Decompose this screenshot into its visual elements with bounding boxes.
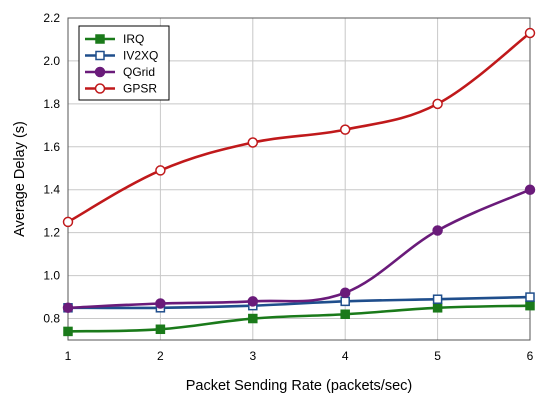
series-line-qgrid	[67, 188, 531, 310]
legend-label: IRQ	[123, 32, 144, 46]
y-tick-label: 1.2	[43, 226, 60, 240]
y-tick-label: 0.8	[43, 312, 60, 326]
y-axis-label: Average Delay (s)	[12, 121, 28, 237]
y-tick-label: 2.2	[43, 11, 60, 25]
data-point-irq	[432, 303, 443, 313]
data-point-qgrid	[155, 298, 166, 309]
legend-label: IV2XQ	[123, 49, 158, 63]
x-tick-label: 6	[527, 349, 534, 363]
data-point-qgrid	[339, 287, 351, 299]
y-tick-labels: 0.8 1.0 1.2 1.4 1.6 1.8 2.0 2.2	[43, 11, 60, 326]
series-line-iv2xq	[67, 295, 531, 310]
data-point-iv2xq	[525, 292, 535, 302]
data-point-gpsr	[62, 216, 74, 228]
y-tick-label: 1.8	[43, 97, 60, 111]
series-qgrid	[62, 184, 536, 314]
x-tick-label: 1	[65, 349, 72, 363]
data-point-gpsr	[247, 137, 259, 148]
series-irq	[63, 300, 535, 337]
data-point-irq	[340, 309, 350, 319]
legend-swatch-marker	[94, 66, 106, 78]
series-line-irq	[67, 304, 531, 333]
data-point-gpsr	[432, 98, 443, 110]
y-tick-label: 2.0	[43, 54, 60, 68]
data-point-iv2xq	[432, 294, 443, 304]
x-tick-label: 4	[342, 349, 349, 363]
plot-area-frame	[67, 17, 531, 341]
y-tick-label: 1.4	[43, 183, 60, 197]
data-point-iv2xq	[340, 296, 350, 307]
series-layer	[62, 27, 536, 337]
data-point-irq	[63, 326, 73, 337]
data-point-qgrid	[247, 296, 259, 307]
data-point-gpsr	[339, 124, 351, 135]
data-point-gpsr	[524, 27, 536, 39]
legend-label: GPSR	[123, 82, 157, 96]
x-axis-label: Packet Sending Rate (packets/sec)	[186, 378, 412, 394]
data-point-irq	[525, 300, 535, 311]
legend: IRQ IV2XQ QGrid GPSR	[78, 25, 170, 101]
series-line-gpsr	[67, 31, 531, 224]
legend-item-irq: IRQ	[85, 32, 144, 46]
legend-item-iv2xq: IV2XQ	[85, 49, 158, 63]
x-tick-labels: 1 2 3 4 5 6	[65, 349, 534, 363]
legend-swatch-marker	[94, 83, 106, 94]
data-point-qgrid	[62, 302, 74, 314]
x-tick-label: 3	[249, 349, 256, 363]
data-point-irq	[155, 324, 166, 335]
data-point-qgrid	[432, 225, 443, 236]
x-tick-label: 2	[157, 349, 164, 363]
x-tick-label: 5	[434, 349, 441, 363]
series-iv2xq	[63, 292, 535, 313]
legend-item-qgrid: QGrid	[85, 65, 155, 79]
y-tick-label: 1.6	[43, 140, 60, 154]
legend-swatch-marker	[95, 50, 105, 61]
data-point-gpsr	[155, 165, 166, 176]
series-gpsr	[62, 27, 536, 228]
data-point-irq	[248, 313, 258, 324]
legend-swatch-marker	[95, 34, 105, 44]
y-tick-label: 1.0	[43, 269, 60, 283]
legend-label: QGrid	[123, 65, 155, 79]
legend-item-gpsr: GPSR	[85, 82, 157, 96]
data-point-qgrid	[524, 184, 536, 195]
